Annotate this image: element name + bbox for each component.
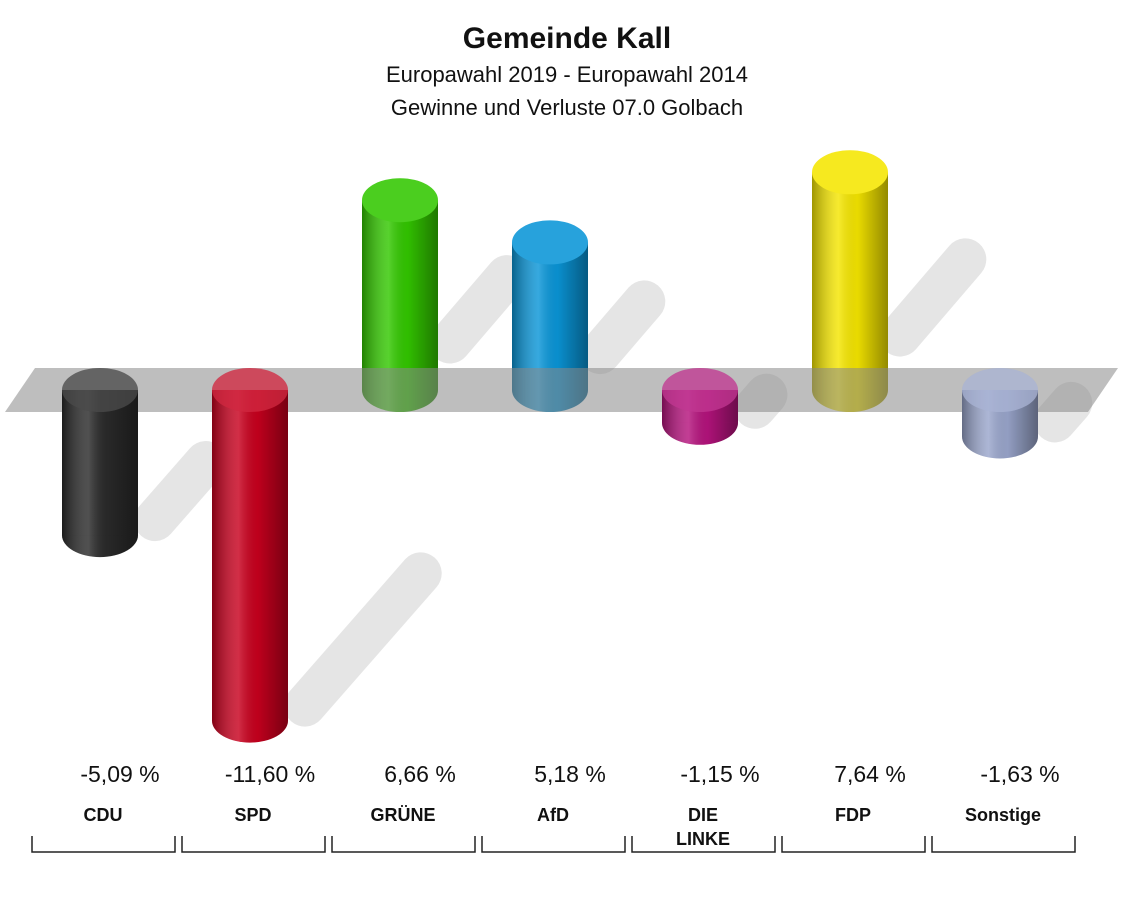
bar-top-shade xyxy=(662,368,738,412)
bar-shade xyxy=(512,242,588,390)
value-label: -1,63 % xyxy=(980,761,1059,787)
bar-shade xyxy=(62,390,138,536)
bar-shadow xyxy=(134,441,227,542)
category-label: SPD xyxy=(234,805,272,825)
value-label: 6,66 % xyxy=(384,761,456,787)
category-bracket xyxy=(631,836,776,853)
bar-shadow xyxy=(284,552,442,727)
category-label: DIE LINKE xyxy=(676,805,730,849)
value-label: 7,64 % xyxy=(834,761,906,787)
bar-top-shade xyxy=(62,368,138,412)
category-label: FDP xyxy=(835,805,871,825)
category-bracket xyxy=(931,836,1076,853)
bar-top xyxy=(212,368,288,412)
chart-subtitle: Gewinne und Verluste 07.0 Golbach xyxy=(391,95,743,120)
bar-shadow xyxy=(579,280,666,375)
bar-shade xyxy=(812,172,888,390)
category-bracket xyxy=(31,836,176,853)
bar-top-shade xyxy=(962,368,1038,412)
bar-shadow xyxy=(429,255,528,364)
category-bracket xyxy=(781,836,926,853)
bar-top-shade xyxy=(512,220,588,265)
category-label: AfD xyxy=(537,805,569,825)
bar-shade xyxy=(212,390,288,721)
bar-top-shade xyxy=(362,178,438,223)
bar-top xyxy=(962,368,1038,412)
category-label: CDU xyxy=(83,805,123,825)
bar-top xyxy=(62,368,138,412)
bar-top-shade xyxy=(212,368,288,412)
bar-top xyxy=(812,150,888,195)
chart-title: Gemeinde Kall xyxy=(463,22,671,55)
category-label: GRÜNE xyxy=(370,805,436,825)
category-bracket xyxy=(331,836,476,853)
zero-plane xyxy=(5,368,1118,412)
category-label: Sonstige xyxy=(964,805,1042,825)
bar-top xyxy=(662,368,738,412)
bar-top xyxy=(512,220,588,265)
value-label: -1,15 % xyxy=(680,761,759,787)
bar-top-shade xyxy=(812,150,888,195)
value-label: 5,18 % xyxy=(534,761,606,787)
bar-top xyxy=(362,178,438,223)
bar-shade xyxy=(362,200,438,390)
chart-subtitle: Europawahl 2019 - Europawahl 2014 xyxy=(386,62,748,87)
category-bracket xyxy=(481,836,626,853)
value-label: -5,09 % xyxy=(80,761,159,787)
bar-shadow xyxy=(879,238,987,357)
category-bracket xyxy=(181,836,326,853)
value-label: -11,60 % xyxy=(225,761,315,787)
